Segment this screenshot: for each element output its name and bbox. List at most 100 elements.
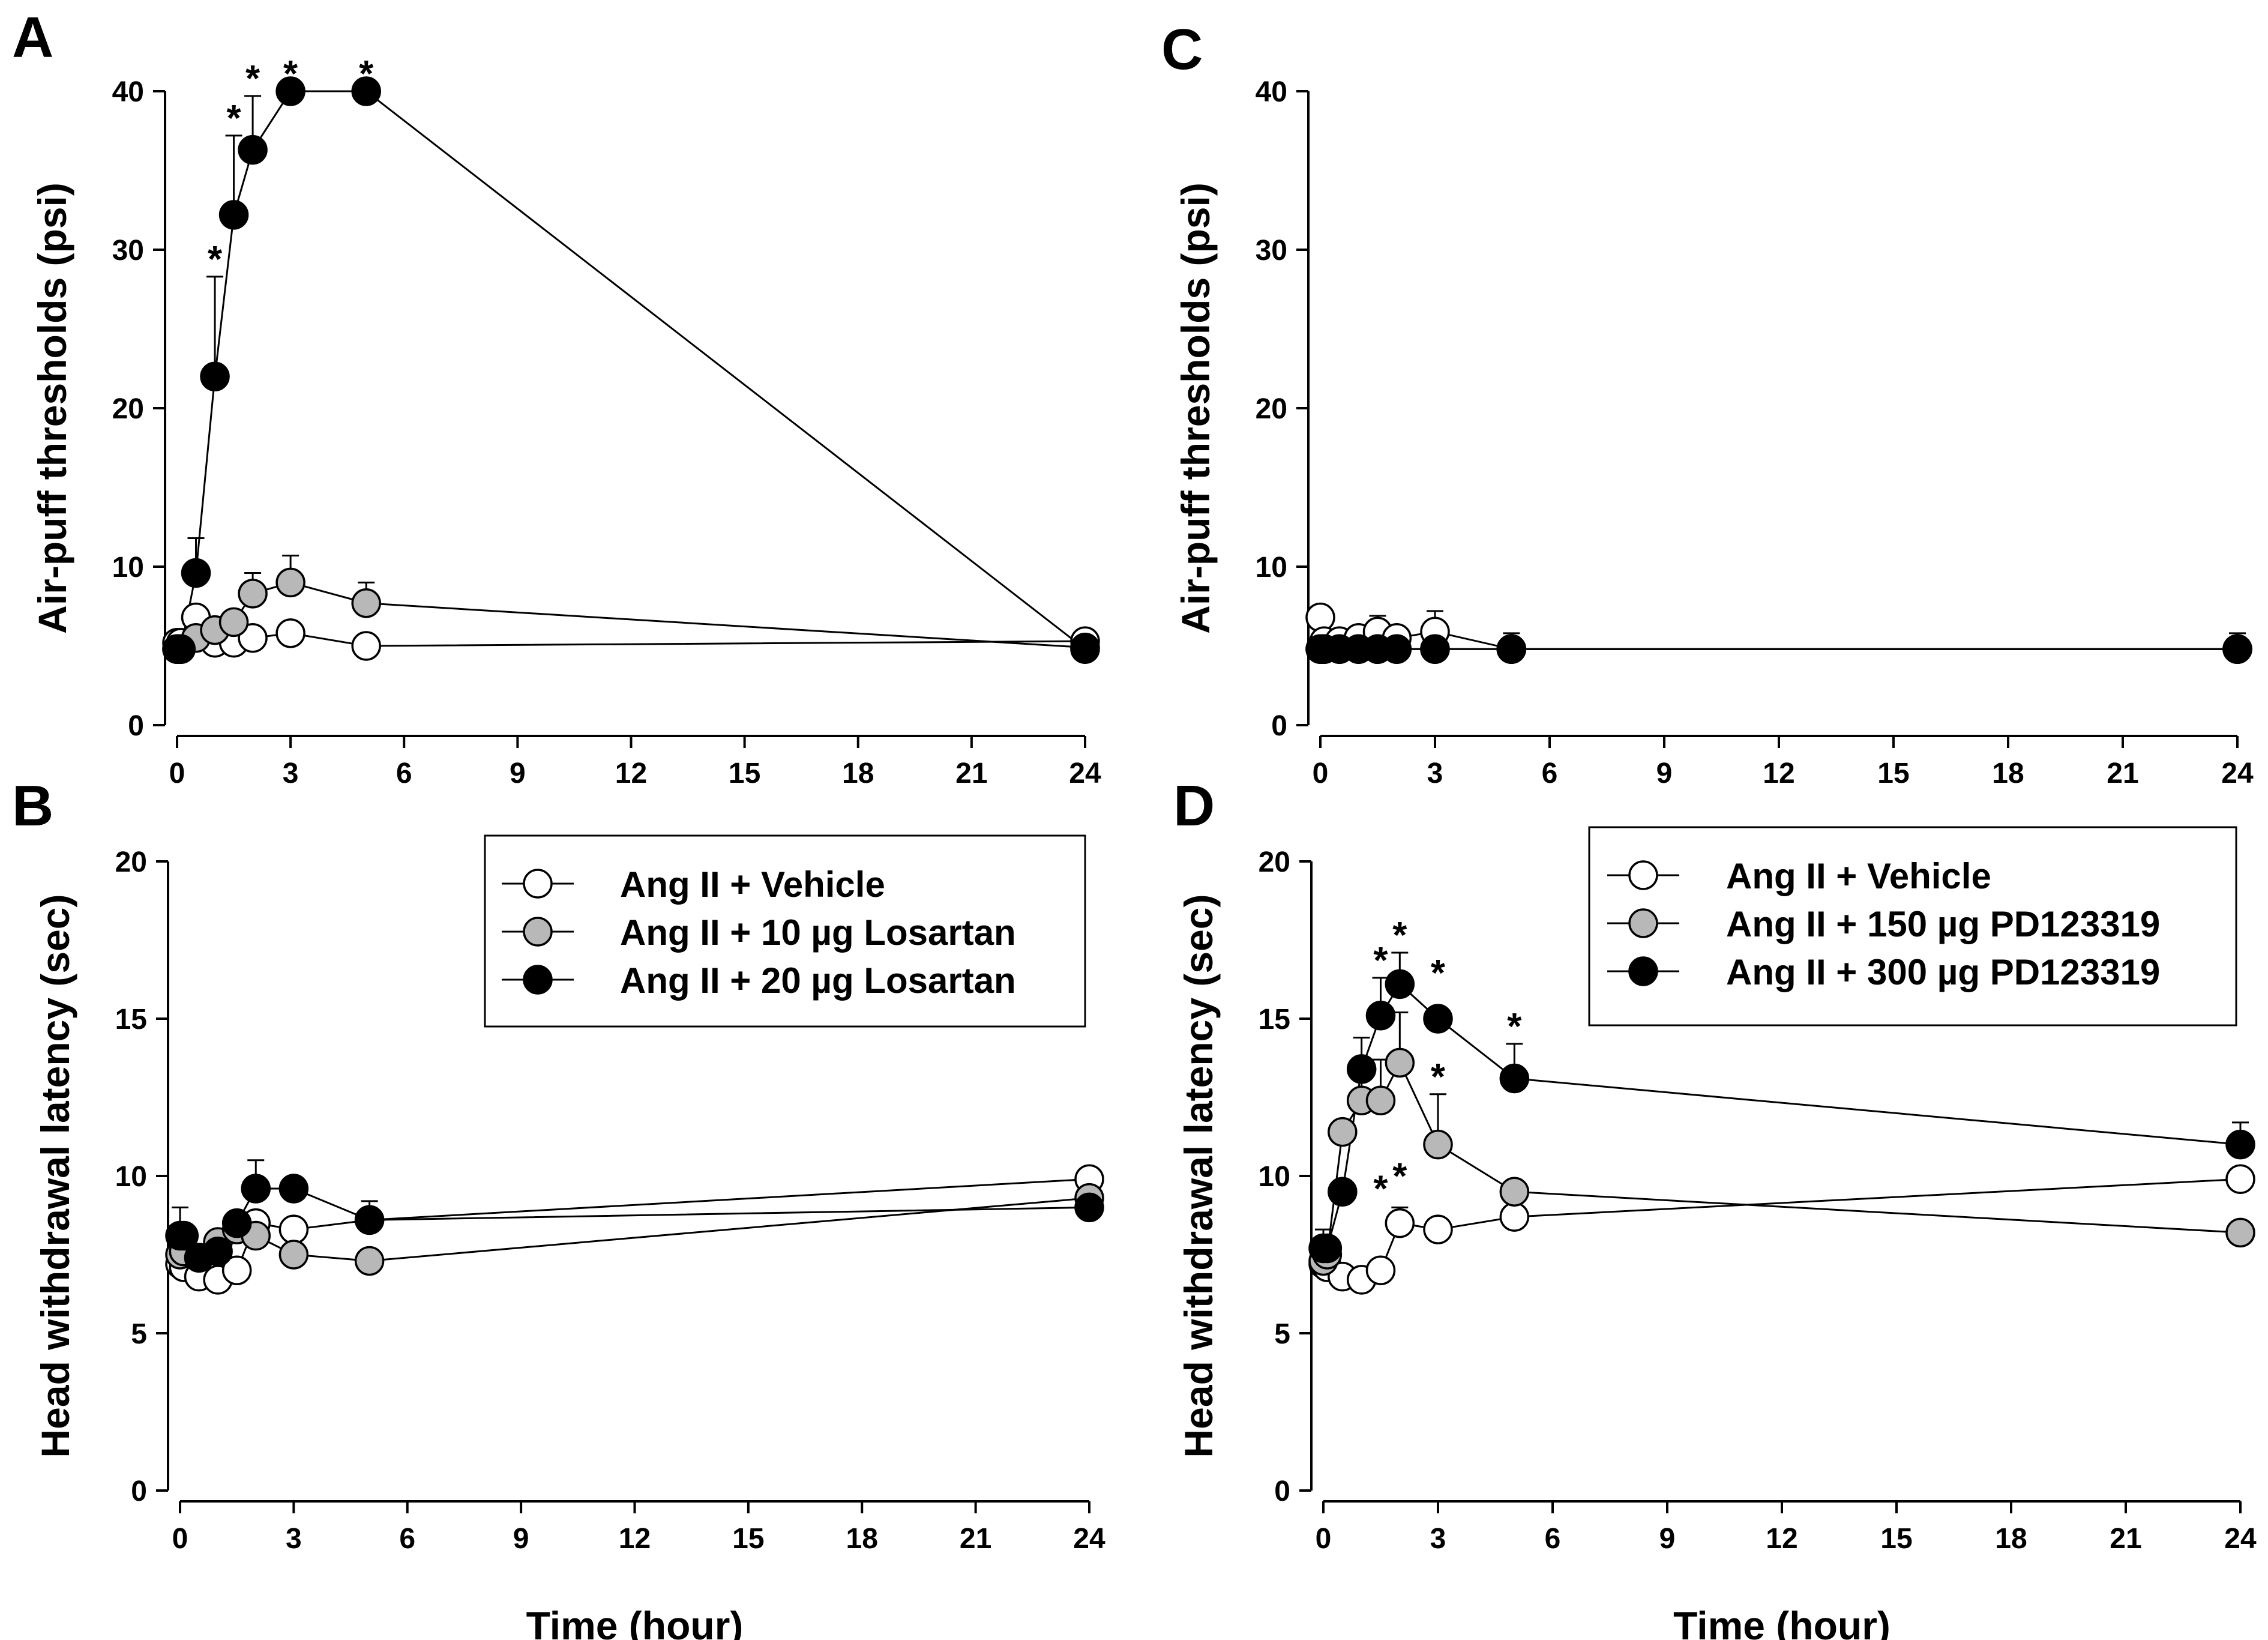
x-tick-label: 18 <box>846 1523 878 1555</box>
significance-marker: * <box>208 239 223 280</box>
y-axis-label: Air-puff thresholds (psi) <box>1173 182 1218 634</box>
data-point-series-3 <box>2225 1129 2255 1160</box>
y-tick-label: 10 <box>115 1161 147 1193</box>
x-tick-label: 6 <box>396 758 412 789</box>
x-tick-label: 3 <box>1430 1523 1446 1555</box>
y-tick-label: 0 <box>1274 1476 1290 1507</box>
x-tick-label: 18 <box>1992 758 2024 789</box>
data-point-series-2 <box>1365 1085 1396 1115</box>
x-tick-label: 3 <box>1427 758 1443 789</box>
y-axis-label: Air-puff thresholds (psi) <box>30 182 74 634</box>
series-line-2 <box>1322 1060 2241 1262</box>
panel-d: D 0 5 10 15 20 0 3 6 9 12 15 18 21 24 Head withdrawal l… <box>1173 774 2257 1640</box>
series-line-3 <box>180 1187 1090 1259</box>
x-tick-label: 24 <box>2221 758 2254 789</box>
data-point-series-2 <box>1499 1177 1530 1207</box>
data-point-series-2 <box>2225 1217 2255 1248</box>
significance-marker: * <box>1392 915 1407 956</box>
x-tick-label: 18 <box>842 758 874 789</box>
series-line-1 <box>1319 617 2237 650</box>
data-point-series-2 <box>1328 1117 1358 1147</box>
data-point-series-1 <box>351 631 381 661</box>
panel-letter: C <box>1161 17 1203 82</box>
y-tick-label: 5 <box>1274 1318 1290 1350</box>
significance-marker: * <box>1431 953 1446 994</box>
series-line-2 <box>177 581 1086 650</box>
x-tick-label: 12 <box>1766 1523 1797 1555</box>
y-axis-label: Head withdrawal latency (sec) <box>1176 894 1221 1458</box>
data-point-series-1 <box>238 623 268 653</box>
legend-box <box>484 834 1086 1028</box>
x-tick-label: 3 <box>283 758 299 789</box>
x-tick-label: 24 <box>2224 1523 2257 1555</box>
data-point-series-3 <box>1328 1177 1358 1207</box>
x-tick-label: 21 <box>955 758 987 789</box>
x-tick-label: 18 <box>1995 1523 2027 1555</box>
data-point-series-3 <box>351 76 381 106</box>
series-line-3 <box>177 90 1086 650</box>
legend-label: Ang II + 20 µg Losartan <box>620 960 1016 1001</box>
legend-marker <box>523 917 553 947</box>
data-point-series-3 <box>1420 634 1450 665</box>
data-point-series-3 <box>1382 634 1412 665</box>
data-point-series-3 <box>1499 1063 1530 1094</box>
data-point-series-3 <box>1312 1233 1343 1264</box>
data-point-series-2 <box>278 1240 309 1270</box>
significance-marker: * <box>1392 1156 1407 1197</box>
significance-marker: * <box>283 53 298 95</box>
legend-box <box>1588 826 2237 1027</box>
data-point-series-3 <box>1365 1001 1396 1031</box>
y-tick-label: 30 <box>112 235 144 267</box>
y-tick-label: 20 <box>1259 846 1290 878</box>
x-tick-label: 15 <box>732 1523 764 1555</box>
x-tick-label: 6 <box>1542 758 1558 789</box>
x-tick-label: 15 <box>1880 1523 1912 1555</box>
y-tick-label: 20 <box>112 393 144 425</box>
x-tick-label: 21 <box>960 1523 991 1555</box>
panel-letter: B <box>12 774 53 838</box>
data-point-series-1 <box>278 1214 309 1244</box>
data-point-series-1 <box>1385 1208 1415 1238</box>
x-tick-label: 9 <box>510 758 526 789</box>
y-tick-label: 10 <box>1259 1161 1290 1193</box>
data-point-series-2 <box>354 1246 385 1276</box>
y-tick-label: 20 <box>115 846 147 878</box>
x-tick-label: 6 <box>399 1523 415 1555</box>
y-tick-label: 5 <box>131 1318 147 1350</box>
data-point-series-3 <box>1496 634 1527 665</box>
panel-letter: A <box>12 5 53 70</box>
x-tick-label: 0 <box>169 758 185 789</box>
data-point-series-3 <box>203 1237 233 1267</box>
data-point-series-3 <box>354 1205 385 1235</box>
y-tick-label: 30 <box>1256 235 1287 267</box>
data-point-series-1 <box>1423 1214 1453 1244</box>
y-tick-label: 20 <box>1256 393 1287 425</box>
x-tick-label: 6 <box>1545 1523 1561 1555</box>
data-point-series-3 <box>1423 1004 1453 1034</box>
legend-marker <box>523 965 553 995</box>
data-point-series-2 <box>351 588 381 618</box>
data-point-series-2 <box>1385 1048 1415 1078</box>
significance-marker: * <box>226 98 241 139</box>
y-tick-label: 40 <box>112 76 144 108</box>
series-line-1 <box>177 615 1086 647</box>
x-tick-label: 9 <box>1659 1523 1676 1555</box>
x-tick-label: 0 <box>172 1523 188 1555</box>
panel-a: A 0 10 20 30 40 0 3 6 9 12 15 18 21 24 Air-puff thresho… <box>12 5 1101 789</box>
data-point-series-3 <box>278 1174 309 1204</box>
legend-label: Ang II + Vehicle <box>1726 856 1991 896</box>
legend-label: Ang II + Vehicle <box>620 864 885 905</box>
x-tick-label: 15 <box>729 758 760 789</box>
data-point-series-3 <box>275 76 305 106</box>
x-tick-label: 15 <box>1877 758 1909 789</box>
x-tick-label: 21 <box>2110 1523 2141 1555</box>
x-tick-label: 24 <box>1073 1523 1105 1555</box>
data-point-series-3 <box>169 1220 199 1251</box>
y-tick-label: 40 <box>1256 76 1287 108</box>
significance-marker: * <box>1373 940 1388 981</box>
x-tick-label: 3 <box>286 1523 302 1555</box>
y-tick-label: 10 <box>112 552 144 583</box>
data-point-series-2 <box>238 579 268 609</box>
x-tick-label: 0 <box>1313 758 1329 789</box>
data-point-series-3 <box>1070 634 1100 665</box>
